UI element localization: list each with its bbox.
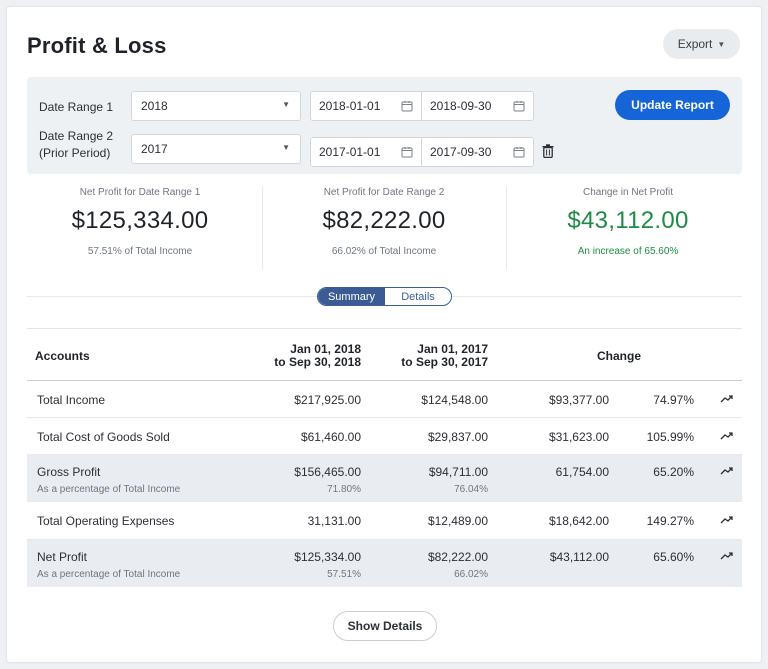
- table-header: Accounts Jan 01, 2018 to Sep 30, 2018 Ja…: [27, 328, 742, 381]
- table-row: Total Operating Expenses 31,131.00 $12,4…: [27, 502, 742, 540]
- stat-subtext: An increase of 65.60%: [577, 246, 679, 257]
- tab-summary[interactable]: Summary: [318, 288, 385, 305]
- trend-up-icon[interactable]: [720, 466, 734, 476]
- stat-label: Change in Net Profit: [582, 187, 674, 198]
- stat-value: $82,222.00: [322, 207, 446, 234]
- row-range-2-percent: 66.02%: [454, 569, 488, 580]
- row-range-2-value: $124,548.00: [421, 393, 488, 407]
- row-account-subtext: As a percentage of Total Income: [37, 484, 181, 495]
- row-range-2-value: $94,711.00: [428, 465, 488, 479]
- row-change-value: $18,642.00: [548, 514, 609, 528]
- row-account: Gross Profit: [37, 465, 101, 479]
- range-2-end-date[interactable]: 2017-09-30: [422, 137, 534, 167]
- row-account-subtext: As a percentage of Total Income: [37, 569, 181, 580]
- row-account: Total Operating Expenses: [37, 514, 175, 528]
- date-range-1-label: Date Range 1: [39, 100, 114, 114]
- date-range-1-select[interactable]: 2018 ▼: [131, 91, 301, 121]
- col-range-2-line1: Jan 01, 2017: [417, 342, 488, 356]
- stat-net-profit-range-1: Net Profit for Date Range 1 $125,334.00 …: [22, 187, 258, 257]
- row-change-percent: 65.20%: [653, 465, 694, 479]
- col-range-2: Jan 01, 2017 to Sep 30, 2017: [401, 343, 488, 369]
- caret-down-icon: ▼: [282, 143, 290, 152]
- table-row: Net Profit As a percentage of Total Inco…: [27, 540, 742, 587]
- view-toggle: Summary Details: [317, 287, 452, 306]
- table-row: Total Cost of Goods Sold $61,460.00 $29,…: [27, 418, 742, 455]
- row-account: Total Cost of Goods Sold: [37, 430, 170, 444]
- range-2-end-value: 2017-09-30: [430, 145, 492, 159]
- row-change-value: $43,112.00: [549, 550, 609, 564]
- col-range-1-line1: Jan 01, 2018: [290, 342, 361, 356]
- date-range-2-label: Date Range 2 (Prior Period): [39, 128, 113, 162]
- stat-label: Net Profit for Date Range 1: [79, 187, 201, 198]
- stat-divider: [506, 187, 507, 269]
- row-change-value: $93,377.00: [548, 393, 609, 407]
- range-1-end-date[interactable]: 2018-09-30: [422, 91, 534, 121]
- trend-up-icon[interactable]: [720, 551, 734, 561]
- col-change: Change: [597, 349, 642, 363]
- show-details-button[interactable]: Show Details: [333, 611, 437, 641]
- pnl-table: Accounts Jan 01, 2018 to Sep 30, 2018 Ja…: [27, 328, 742, 587]
- calendar-icon: [401, 147, 413, 158]
- row-range-2-value: $12,489.00: [427, 514, 488, 528]
- row-range-1-value: $61,460.00: [300, 430, 361, 444]
- row-change-percent: 105.99%: [646, 430, 694, 444]
- row-change-percent: 149.27%: [646, 514, 694, 528]
- page-title: Profit & Loss: [27, 33, 167, 58]
- stat-value: $43,112.00: [567, 207, 689, 234]
- table-row: Total Income $217,925.00 $124,548.00 $93…: [27, 381, 742, 418]
- stat-change-net-profit: Change in Net Profit $43,112.00 An incre…: [510, 187, 746, 257]
- row-change-value: $31,623.00: [548, 430, 609, 444]
- date-range-1-value: 2018: [141, 99, 168, 113]
- caret-down-icon: ▼: [717, 39, 726, 49]
- row-change-percent: 65.60%: [653, 550, 694, 564]
- row-range-2-percent: 76.04%: [454, 484, 488, 495]
- row-change-value: 61,754.00: [555, 465, 609, 479]
- col-range-2-line2: to Sep 30, 2017: [401, 355, 488, 369]
- table-row: Gross Profit As a percentage of Total In…: [27, 455, 742, 502]
- row-range-2-value: $82,222.00: [427, 550, 488, 564]
- col-accounts: Accounts: [35, 349, 90, 363]
- date-range-2-label-line1: Date Range 2: [39, 129, 114, 143]
- trend-up-icon[interactable]: [720, 515, 734, 525]
- date-range-2-select[interactable]: 2017 ▼: [131, 134, 301, 164]
- row-range-1-value: $125,334.00: [294, 550, 361, 564]
- filters-panel: Date Range 1 2018 ▼ 2018-01-01 2018-09-3…: [27, 77, 742, 174]
- range-1-start-date[interactable]: 2018-01-01: [310, 91, 422, 121]
- trash-icon[interactable]: [542, 144, 554, 158]
- calendar-icon: [513, 147, 525, 158]
- caret-down-icon: ▼: [282, 100, 290, 109]
- report-card: Profit & Loss Export ▼ Date Range 1 2018…: [7, 7, 761, 662]
- stat-label: Net Profit for Date Range 2: [323, 187, 445, 198]
- row-range-1-value: $217,925.00: [294, 393, 361, 407]
- export-label: Export: [677, 37, 713, 51]
- range-2-start-value: 2017-01-01: [319, 145, 381, 159]
- row-range-1-value: $156,465.00: [294, 465, 361, 479]
- row-change-percent: 74.97%: [653, 393, 694, 407]
- export-button[interactable]: Export ▼: [663, 29, 740, 59]
- calendar-icon: [401, 101, 413, 112]
- tab-details[interactable]: Details: [401, 290, 435, 303]
- range-1-start-value: 2018-01-01: [319, 99, 381, 113]
- stat-subtext: 66.02% of Total Income: [331, 246, 437, 257]
- calendar-icon: [513, 101, 525, 112]
- row-account: Total Income: [37, 393, 106, 407]
- date-range-2-value: 2017: [141, 142, 168, 156]
- date-range-2-label-line2: (Prior Period): [39, 146, 111, 160]
- row-account: Net Profit: [37, 550, 88, 564]
- stat-divider: [262, 187, 263, 269]
- stat-subtext: 57.51% of Total Income: [87, 246, 193, 257]
- trend-up-icon[interactable]: [720, 431, 734, 441]
- range-1-end-value: 2018-09-30: [430, 99, 492, 113]
- trend-up-icon[interactable]: [720, 394, 734, 404]
- stat-value: $125,334.00: [71, 207, 209, 234]
- col-range-1-line2: to Sep 30, 2018: [274, 355, 361, 369]
- col-range-1: Jan 01, 2018 to Sep 30, 2018: [274, 343, 361, 369]
- row-range-1-percent: 57.51%: [327, 569, 361, 580]
- row-range-1-percent: 71.80%: [327, 484, 361, 495]
- stat-net-profit-range-2: Net Profit for Date Range 2 $82,222.00 6…: [266, 187, 502, 257]
- row-range-1-value: 31,131.00: [307, 514, 361, 528]
- update-report-button[interactable]: Update Report: [615, 90, 730, 120]
- row-range-2-value: $29,837.00: [427, 430, 488, 444]
- range-2-start-date[interactable]: 2017-01-01: [310, 137, 422, 167]
